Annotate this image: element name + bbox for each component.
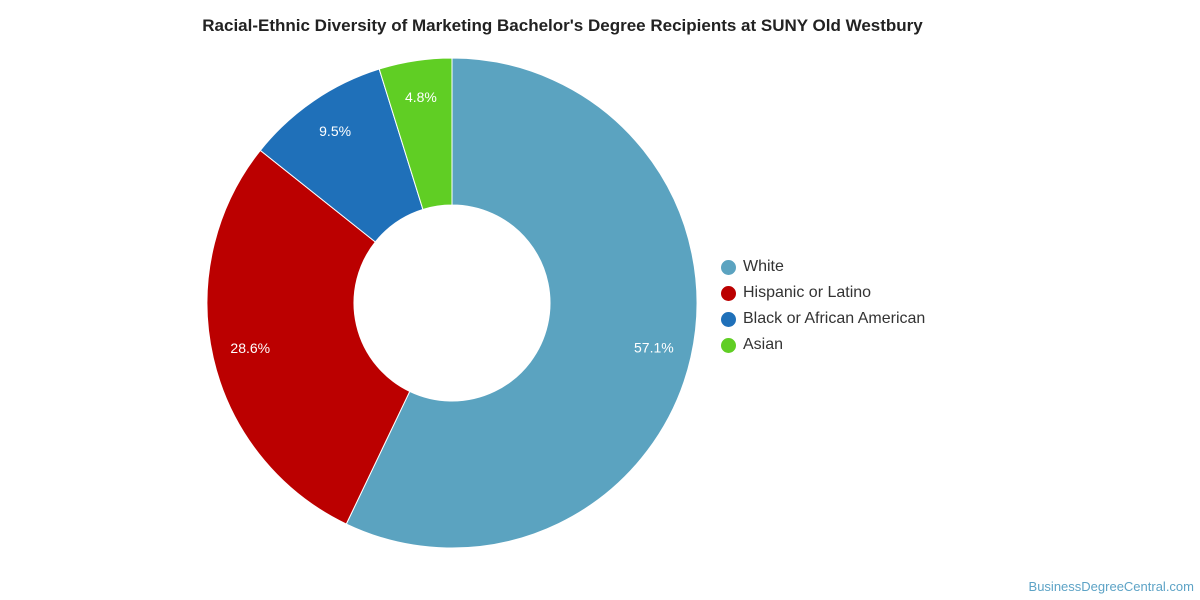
legend-item-black-or-african-american[interactable]: Black or African American — [721, 306, 925, 332]
legend-label-hispanic-or-latino: Hispanic or Latino — [743, 284, 872, 301]
data-label-black-or-african-american: 9.5% — [319, 123, 351, 139]
legend-swatch-black-or-african-american — [721, 311, 736, 327]
slice-asian[interactable] — [378, 57, 453, 211]
data-labels-group: 57.1% 28.6% 9.5% 4.8% — [230, 89, 673, 356]
slices-group — [206, 57, 698, 549]
data-label-asian: 4.8% — [405, 89, 437, 105]
legend-label-white: White — [743, 258, 784, 275]
data-label-white: 57.1% — [634, 339, 674, 355]
data-label-hispanic-or-latino: 28.6% — [230, 340, 270, 356]
legend-item-asian[interactable]: Asian — [721, 332, 925, 358]
legend-swatch-asian — [721, 337, 736, 353]
legend: White Hispanic or Latino Black or Africa… — [721, 254, 925, 358]
source-credit[interactable]: BusinessDegreeCentral.com — [1028, 579, 1194, 594]
legend-item-hispanic-or-latino[interactable]: Hispanic or Latino — [721, 280, 925, 306]
slice-hispanic-or-latino[interactable] — [206, 149, 411, 525]
legend-label-asian: Asian — [743, 336, 784, 353]
chart-title: Racial-Ethnic Diversity of Marketing Bac… — [202, 16, 923, 35]
legend-label-black-or-african-american: Black or African American — [743, 310, 926, 327]
legend-item-white[interactable]: White — [721, 254, 925, 280]
slice-white[interactable] — [345, 57, 698, 549]
legend-swatch-hispanic-or-latino — [721, 285, 736, 301]
legend-swatch-white — [721, 259, 736, 275]
